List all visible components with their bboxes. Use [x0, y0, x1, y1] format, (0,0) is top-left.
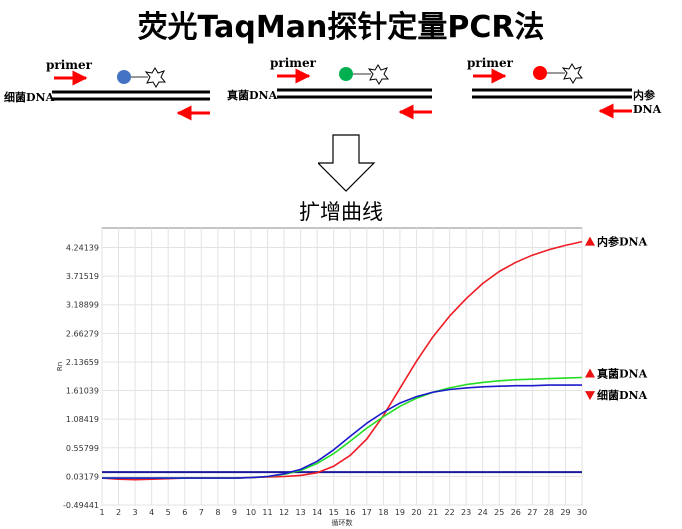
y-tick-label: -0.49441 — [63, 501, 99, 510]
y-tick-label: 2.13659 — [66, 358, 99, 367]
end-label: 内参DNA — [597, 235, 648, 249]
x-tick-label: 14 — [312, 508, 322, 517]
page-title: 荧光TaqMan探针定量PCR法 — [137, 10, 545, 45]
x-tick-label: 4 — [149, 508, 154, 517]
end-marker — [585, 236, 595, 246]
reporter-dye — [117, 70, 131, 84]
end-marker — [585, 368, 595, 378]
x-tick-label: 18 — [378, 508, 388, 517]
probe-panel-reference: primer 内参DNA — [460, 50, 682, 130]
y-tick-label: 0.55799 — [66, 444, 99, 453]
y-tick-label: 2.66279 — [66, 329, 99, 338]
y-tick-label: 3.18899 — [66, 301, 99, 310]
primer-label: primer — [270, 56, 316, 70]
amplification-chart: -0.49441 0.03179 0.55799 1.08419 1.61039 2.13… — [56, 227, 648, 527]
x-tick-label: 13 — [296, 508, 306, 517]
x-tick-label: 20 — [411, 508, 421, 517]
x-axis-title: 循环数 — [332, 518, 353, 527]
y-tick-label: 0.03179 — [66, 472, 99, 481]
x-tick-label: 15 — [329, 508, 339, 517]
x-tick-label: 8 — [215, 508, 220, 517]
x-tick-label: 17 — [362, 508, 372, 517]
x-tick-label: 22 — [444, 508, 454, 517]
probe-panel-bacteria: primer 细菌DNA — [0, 50, 230, 130]
probe-schematic — [472, 63, 632, 119]
x-tick-label: 2 — [116, 508, 121, 517]
x-tick-label: 23 — [461, 508, 471, 517]
x-tick-label: 10 — [246, 508, 256, 517]
dna-label: 内参DNA — [633, 89, 662, 116]
x-tick-label: 19 — [395, 508, 405, 517]
quencher-star — [561, 63, 584, 84]
series-line-2 — [102, 384, 582, 479]
dna-label: 真菌DNA — [227, 89, 278, 102]
x-tick-label: 30 — [577, 508, 587, 517]
x-tick-label: 16 — [345, 508, 355, 517]
x-tick-label: 12 — [279, 508, 289, 517]
y-tick-label: 1.08419 — [66, 415, 99, 424]
x-tick-label: 11 — [262, 508, 272, 517]
x-tick-label: 1 — [99, 508, 104, 517]
x-tick-label: 28 — [544, 508, 554, 517]
y-axis-title: Rn — [56, 362, 64, 371]
quencher-star — [144, 67, 167, 88]
y-tick-label: 3.71519 — [66, 272, 99, 281]
x-tick-label: 7 — [199, 508, 204, 517]
x-tick-label: 24 — [478, 508, 488, 517]
quencher-star — [367, 64, 390, 85]
probe-diagram: primer 细菌DNA primer — [0, 50, 682, 130]
x-tick-label: 26 — [511, 508, 521, 517]
x-tick-label: 6 — [182, 508, 187, 517]
chart-subtitle: 扩增曲线 — [299, 200, 383, 224]
probe-schematic — [277, 64, 432, 120]
x-tick-label: 25 — [494, 508, 504, 517]
primer-label: primer — [467, 56, 513, 70]
x-tick-label: 9 — [232, 508, 237, 517]
reporter-dye — [339, 67, 353, 81]
x-tick-label: 27 — [527, 508, 537, 517]
reporter-dye — [533, 66, 547, 80]
end-marker — [585, 391, 595, 401]
x-tick-label: 3 — [133, 508, 138, 517]
probe-schematic — [52, 67, 210, 121]
y-tick-label: 1.61039 — [66, 387, 99, 396]
y-tick-label: 4.24139 — [66, 243, 99, 252]
probe-panel-fungi: primer 真菌DNA — [225, 50, 455, 130]
primer-label: primer — [46, 58, 92, 72]
x-tick-label: 21 — [428, 508, 438, 517]
dna-label: 细菌DNA — [4, 91, 55, 104]
down-arrow-icon — [318, 134, 376, 192]
x-tick-label: 29 — [560, 508, 570, 517]
end-label: 细菌DNA — [597, 388, 648, 402]
plot-area — [101, 227, 583, 506]
x-tick-label: 5 — [166, 508, 171, 517]
end-label: 真菌DNA — [597, 367, 648, 381]
